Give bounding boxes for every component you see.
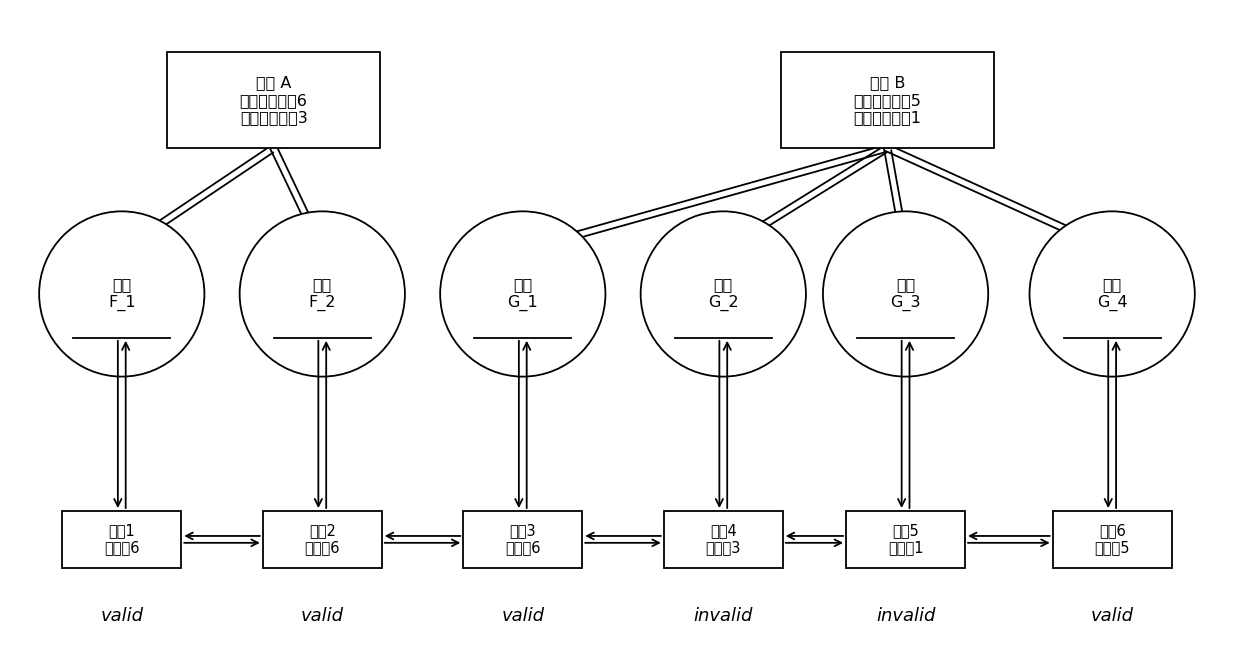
FancyBboxPatch shape [846, 511, 965, 568]
Text: invalid: invalid [875, 607, 935, 625]
FancyBboxPatch shape [167, 53, 379, 148]
FancyBboxPatch shape [263, 511, 382, 568]
Text: invalid: invalid [693, 607, 753, 625]
Text: valid: valid [301, 607, 343, 625]
Text: valid: valid [1091, 607, 1133, 625]
Text: 页靤1
版本号6: 页靤1 版本号6 [104, 523, 140, 556]
Text: valid: valid [501, 607, 544, 625]
Text: valid: valid [100, 607, 144, 625]
Text: 页靤3
版本号6: 页靤3 版本号6 [505, 523, 541, 556]
Text: 文件
G_2: 文件 G_2 [708, 277, 739, 311]
Text: 页靤6
版本号5: 页靤6 版本号5 [1095, 523, 1130, 556]
Text: 目录 B
授权版本号：5
上次版本号：1: 目录 B 授权版本号：5 上次版本号：1 [853, 75, 921, 125]
FancyBboxPatch shape [1053, 511, 1172, 568]
Text: 页靤5
版本号1: 页靤5 版本号1 [888, 523, 924, 556]
Circle shape [641, 212, 806, 376]
Circle shape [1029, 212, 1195, 376]
FancyBboxPatch shape [464, 511, 583, 568]
FancyBboxPatch shape [781, 53, 993, 148]
Circle shape [239, 212, 405, 376]
Text: 文件
G_1: 文件 G_1 [507, 277, 538, 311]
Circle shape [440, 212, 605, 376]
Text: 文件
G_3: 文件 G_3 [890, 277, 921, 311]
Text: 目录 A
授权版本号：6
上次版本号：3: 目录 A 授权版本号：6 上次版本号：3 [239, 75, 308, 125]
Text: 文件
F_1: 文件 F_1 [108, 277, 135, 311]
FancyBboxPatch shape [663, 511, 782, 568]
Text: 页靤4
版本号3: 页靤4 版本号3 [706, 523, 742, 556]
Text: 文件
G_4: 文件 G_4 [1097, 277, 1127, 311]
FancyBboxPatch shape [62, 511, 181, 568]
Circle shape [40, 212, 205, 376]
Text: 文件
F_2: 文件 F_2 [309, 277, 336, 311]
Circle shape [823, 212, 988, 376]
Text: 页靤2
版本号6: 页靤2 版本号6 [305, 523, 340, 556]
